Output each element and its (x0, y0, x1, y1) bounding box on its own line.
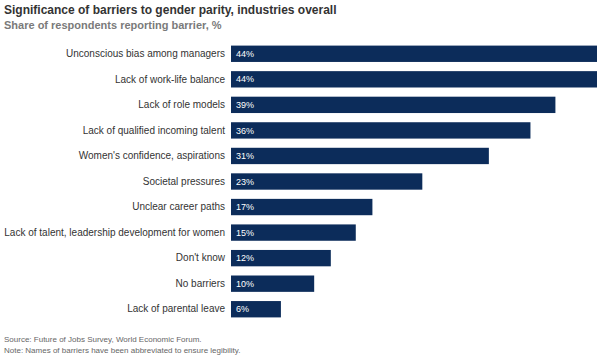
data-label: 39% (236, 100, 254, 110)
y-tick: Unclear career paths (132, 201, 225, 212)
y-axis: Unconscious bias among managers Lack of w… (4, 42, 231, 323)
y-tick: Societal pressures (143, 176, 225, 187)
bar (231, 173, 422, 189)
y-tick: Women's confidence, aspirations (79, 150, 225, 161)
y-tick-label: Don't know (176, 252, 226, 263)
data-label: 12% (236, 253, 254, 263)
bar (231, 199, 372, 215)
y-tick-label: Lack of talent, leadership development f… (4, 227, 225, 238)
data-label: 31% (236, 151, 254, 161)
y-tick: Lack of parental leave (127, 303, 225, 314)
y-tick-label: Lack of parental leave (127, 303, 225, 314)
y-tick: Lack of role models (138, 99, 225, 110)
bar (231, 301, 281, 317)
data-label: 36% (236, 126, 254, 136)
plot: Unconscious bias among managers Lack of w… (4, 42, 597, 323)
y-tick-label: Lack of work-life balance (115, 74, 225, 85)
y-tick: No barriers (176, 278, 225, 289)
y-tick-label: Lack of qualified incoming talent (83, 125, 226, 136)
data-label: 15% (236, 228, 254, 238)
data-label: 44% (236, 74, 254, 84)
y-tick-label: Lack of role models (138, 99, 225, 110)
bar (231, 148, 489, 164)
y-tick-label: Women's confidence, aspirations (79, 150, 225, 161)
annotations: Source: Future of Jobs Survey, World Eco… (4, 335, 240, 355)
data-label: 10% (236, 279, 254, 289)
bar (231, 97, 555, 113)
data-label: 6% (236, 304, 249, 314)
y-tick: Don't know (176, 252, 226, 263)
data-label: 23% (236, 177, 254, 187)
y-tick-label: Unconscious bias among managers (66, 48, 225, 59)
data-labels: 44% 44% 39% 36% 31% 23% 17% 15% 12% 10% 6% (236, 49, 254, 314)
bars (231, 46, 597, 318)
annotation: Note: Names of barriers have been abbrev… (4, 346, 240, 355)
bar (231, 71, 597, 87)
bar (231, 122, 530, 138)
bar (231, 250, 331, 266)
data-label: 17% (236, 202, 254, 212)
bar (231, 276, 314, 292)
y-tick: Unconscious bias among managers (66, 48, 225, 59)
y-tick: Lack of talent, leadership development f… (4, 227, 225, 238)
title: Significance of barriers to gender parit… (4, 3, 337, 17)
bar (231, 224, 356, 240)
y-tick-label: No barriers (176, 278, 225, 289)
chart: Significance of barriers to gender parit… (0, 0, 600, 362)
annotation: Source: Future of Jobs Survey, World Eco… (4, 335, 202, 344)
y-tick-label: Unclear career paths (132, 201, 225, 212)
subtitle: Share of respondents reporting barrier, … (4, 19, 222, 31)
y-tick: Lack of work-life balance (115, 74, 225, 85)
y-tick: Lack of qualified incoming talent (83, 125, 226, 136)
bar (231, 46, 597, 62)
data-label: 44% (236, 49, 254, 59)
y-tick-label: Societal pressures (143, 176, 225, 187)
